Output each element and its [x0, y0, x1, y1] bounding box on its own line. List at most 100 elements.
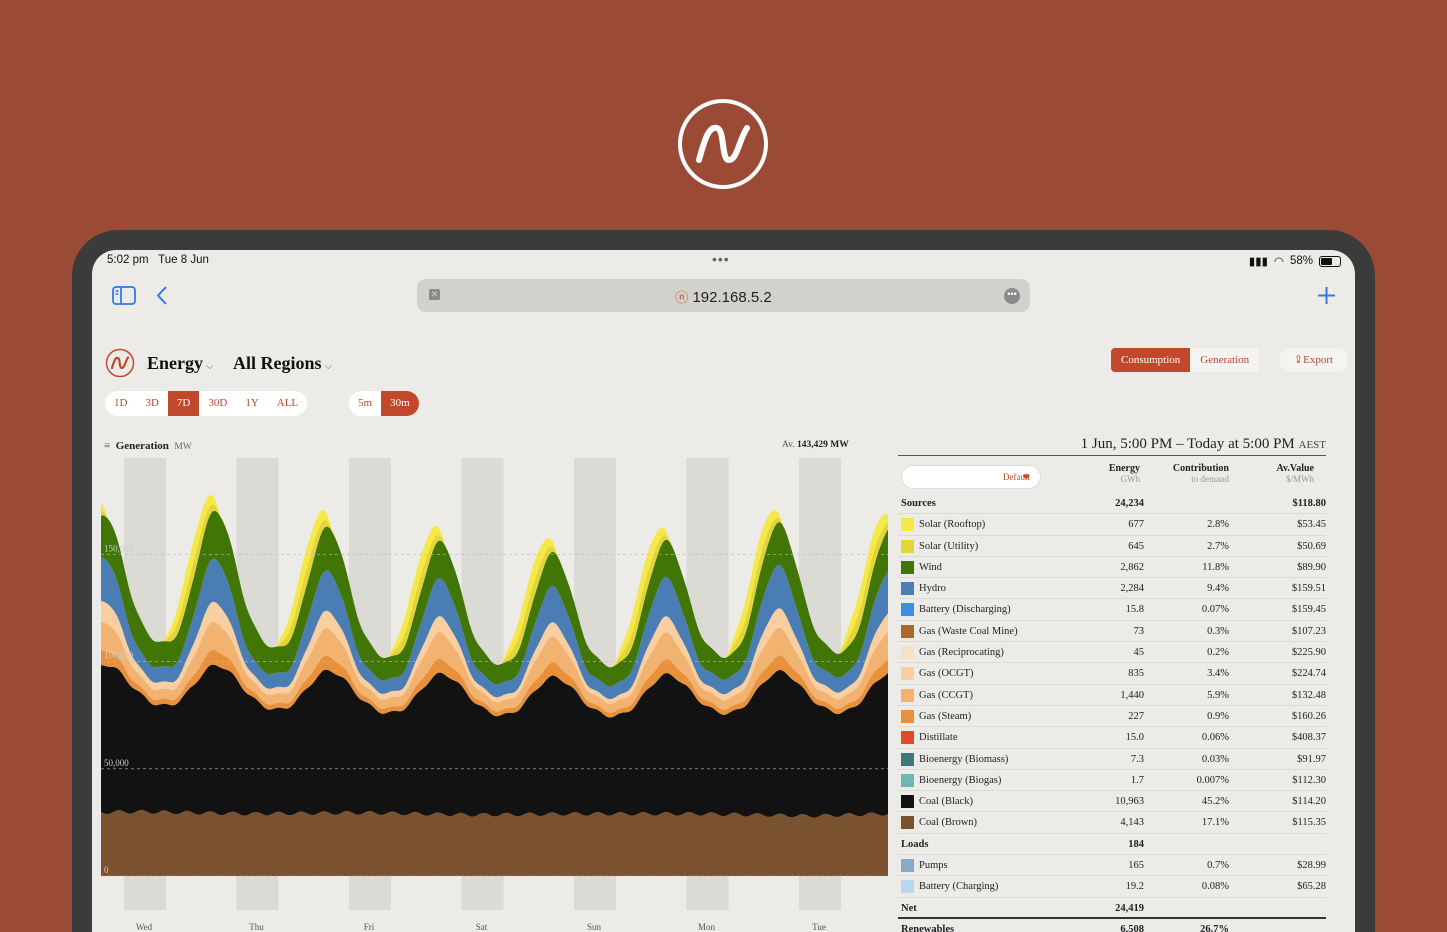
row-energy: 184 — [1128, 838, 1144, 850]
table-row[interactable]: Gas (Reciprocating) 45 0.2% $225.90 — [898, 642, 1326, 664]
row-label: Solar (Rooftop) — [919, 519, 986, 531]
range-30d[interactable]: 30D — [208, 397, 228, 409]
row-contribution: 0.007% — [1196, 774, 1229, 786]
row-value: $159.45 — [1291, 604, 1326, 616]
table-row[interactable]: Gas (Steam) 227 0.9% $160.26 — [898, 706, 1326, 728]
row-contribution: 26.7% — [1200, 923, 1229, 932]
new-tab-icon[interactable] — [1318, 287, 1335, 304]
row-contribution: 0.07% — [1201, 604, 1229, 616]
row-value: $112.30 — [1292, 774, 1326, 786]
row-contribution: 0.7% — [1207, 860, 1229, 872]
row-contribution: 0.2% — [1207, 647, 1229, 659]
range-1y[interactable]: 1Y — [245, 397, 259, 409]
row-contribution: 2.7% — [1207, 540, 1229, 552]
row-label: Solar (Utility) — [919, 540, 979, 552]
table-row[interactable]: Wind 2,862 11.8% $89.90 — [898, 557, 1326, 579]
tab-close-icon[interactable]: ✕ — [429, 289, 440, 300]
row-label: Sources — [901, 498, 936, 509]
row-energy: 1.7 — [1130, 774, 1144, 786]
row-energy: 7.3 — [1130, 753, 1144, 765]
legend-swatch — [901, 816, 914, 830]
generation-button[interactable]: Generation — [1190, 348, 1260, 372]
legend-swatch — [901, 688, 914, 702]
row-value: $89.90 — [1297, 561, 1326, 573]
row-energy: 6,508 — [1120, 923, 1144, 932]
export-button[interactable]: ⇪Export — [1279, 348, 1348, 372]
row-contribution: 17.1% — [1201, 817, 1229, 829]
table-group-row[interactable]: Loads 184 — [898, 834, 1326, 856]
table-group-row[interactable]: Sources 24,234 $118.80 — [898, 493, 1326, 515]
interval-30m[interactable]: 30m — [381, 391, 419, 416]
grouping-dropdown[interactable]: Default ❤ — [901, 465, 1041, 489]
row-label: Gas (CCGT) — [919, 689, 973, 701]
multitask-dots[interactable]: ••• — [712, 251, 730, 267]
consumption-button[interactable]: Consumption — [1111, 348, 1191, 372]
row-label: Pumps — [919, 860, 948, 872]
table-row[interactable]: Solar (Utility) 645 2.7% $50.69 — [898, 536, 1326, 557]
area-gas-ccgt[interactable] — [101, 621, 888, 713]
back-icon[interactable] — [156, 286, 168, 305]
area-coal-brown[interactable] — [101, 809, 888, 876]
table-row[interactable]: Gas (CCGT) 1,440 5.9% $132.48 — [898, 685, 1326, 706]
area-hydro[interactable] — [101, 557, 888, 699]
battery-percent: 58% — [1289, 255, 1313, 267]
legend-swatch — [901, 731, 914, 745]
row-energy: 4,143 — [1120, 817, 1144, 829]
interval-5m[interactable]: 5m — [358, 397, 373, 409]
share-icon: ⇪ — [1293, 354, 1304, 366]
row-energy: 2,862 — [1120, 561, 1144, 573]
table-row[interactable]: Hydro 2,284 9.4% $159.51 — [898, 578, 1326, 600]
table-row[interactable]: Distillate 15.0 0.06% $408.37 — [898, 727, 1326, 749]
table-row[interactable]: Solar (Rooftop) 677 2.8% $53.45 — [898, 514, 1326, 536]
col-contribution: Contribution to demand — [1172, 463, 1229, 484]
row-contribution: 0.9% — [1207, 710, 1229, 722]
menu-icon[interactable]: ≡ — [104, 440, 111, 452]
browser-toolbar: ✕ ⓝ 192.168.5.2 ••• — [92, 276, 1355, 316]
range-3d[interactable]: 3D — [145, 397, 159, 409]
legend-swatch — [901, 773, 914, 787]
row-label: Battery (Discharging) — [919, 604, 1011, 616]
metric-selector[interactable]: Energy ⌵ — [147, 353, 214, 373]
page-menu-icon[interactable]: ••• — [1004, 288, 1020, 304]
range-1d[interactable]: 1D — [114, 397, 128, 409]
row-contribution: 0.08% — [1201, 881, 1229, 893]
status-bar: 5:02 pm Tue 8 Jun ••• ▮▮▮ ◠ 58% — [92, 250, 1355, 272]
area-coal-black[interactable] — [101, 664, 888, 818]
table-row[interactable]: Bioenergy (Biomass) 7.3 0.03% $91.97 — [898, 749, 1326, 770]
table-row[interactable]: Coal (Black) 10,963 45.2% $114.20 — [898, 791, 1326, 813]
legend-swatch — [901, 795, 914, 809]
range-all[interactable]: ALL — [276, 397, 299, 409]
app-logo-icon[interactable] — [105, 348, 135, 378]
table-row[interactable]: Gas (Waste Coal Mine) 73 0.3% $107.23 — [898, 621, 1326, 643]
row-label: Coal (Black) — [919, 796, 973, 808]
col-energy: Energy GWh — [1108, 463, 1140, 484]
row-energy: 1,440 — [1120, 689, 1144, 701]
row-contribution: 3.4% — [1207, 668, 1229, 680]
table-row[interactable]: Battery (Discharging) 15.8 0.07% $159.45 — [898, 599, 1326, 621]
chevron-down-icon: ⌵ — [206, 361, 214, 372]
table-row[interactable]: Battery (Charging) 19.2 0.08% $65.28 — [898, 876, 1326, 898]
row-label: Gas (Reciprocating) — [919, 647, 1004, 659]
row-value: $28.99 — [1297, 860, 1326, 872]
area-wind[interactable] — [101, 510, 888, 687]
table-row[interactable]: Bioenergy (Biogas) 1.7 0.007% $112.30 — [898, 770, 1326, 792]
address-bar[interactable]: ✕ ⓝ 192.168.5.2 ••• — [417, 279, 1030, 312]
x-tick-label: Mon — [698, 922, 716, 932]
row-contribution: 0.03% — [1201, 753, 1229, 765]
row-energy: 15.8 — [1125, 604, 1144, 616]
range-7d[interactable]: 7D — [167, 391, 200, 416]
region-selector[interactable]: All Regions ⌵ — [233, 353, 333, 373]
legend-swatch — [901, 518, 914, 532]
table-row[interactable]: Pumps 165 0.7% $28.99 — [898, 855, 1326, 877]
row-contribution: 0.3% — [1207, 625, 1229, 637]
row-label: Bioenergy (Biogas) — [919, 774, 1002, 786]
url-text: ⓝ 192.168.5.2 — [675, 289, 772, 306]
table-group-row[interactable]: Renewables 6,508 26.7% — [898, 919, 1326, 932]
sidebar-toggle-icon[interactable] — [112, 286, 136, 305]
table-row[interactable]: Coal (Brown) 4,143 17.1% $115.35 — [898, 812, 1326, 834]
table-row[interactable]: Gas (OCGT) 835 3.4% $224.74 — [898, 663, 1326, 685]
tablet-screen: 5:02 pm Tue 8 Jun ••• ▮▮▮ ◠ 58% ✕ ⓝ 192.… — [92, 250, 1355, 932]
row-label: Gas (Waste Coal Mine) — [919, 625, 1018, 637]
table-group-row[interactable]: Net 24,419 — [898, 898, 1326, 919]
